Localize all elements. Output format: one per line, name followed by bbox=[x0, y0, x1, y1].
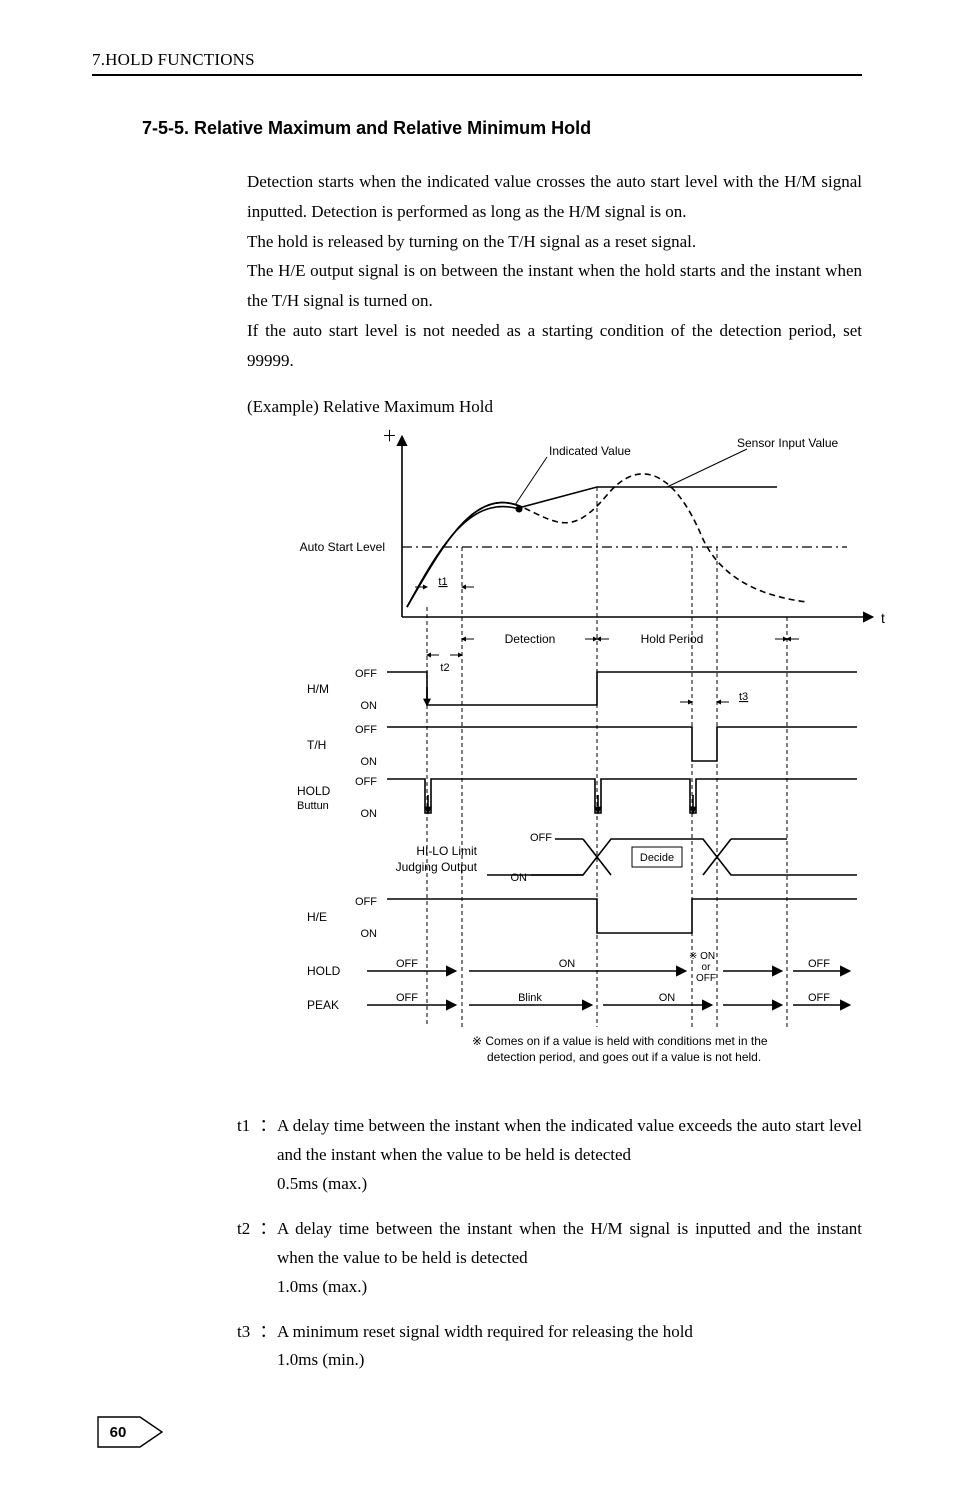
holdbtn-label-1: HOLD bbox=[297, 784, 331, 798]
diagram-footnote-2: detection period, and goes out if a valu… bbox=[487, 1050, 761, 1064]
def-text: A minimum reset signal width required fo… bbox=[277, 1318, 862, 1347]
off-label: OFF bbox=[355, 724, 377, 736]
th-label: T/H bbox=[307, 738, 326, 752]
off-label: OFF bbox=[396, 958, 418, 970]
definitions: t1 ： A delay time between the instant wh… bbox=[237, 1112, 862, 1375]
on-label: ON bbox=[361, 928, 378, 940]
on-label: ON bbox=[659, 992, 676, 1004]
off-label: OFF bbox=[355, 896, 377, 908]
def-sub: 1.0ms (max.) bbox=[277, 1273, 862, 1302]
hilo-label-1: HI-LO Limit bbox=[416, 844, 477, 858]
def-sub: 0.5ms (max.) bbox=[277, 1170, 862, 1199]
def-tag-t2: t2 bbox=[237, 1215, 259, 1244]
paragraph: The hold is released by turning on the T… bbox=[247, 227, 862, 257]
t-axis-label: t bbox=[881, 610, 885, 626]
blink-label: Blink bbox=[518, 992, 542, 1004]
section-title: 7-5-5. Relative Maximum and Relative Min… bbox=[142, 118, 862, 139]
paragraph: Detection starts when the indicated valu… bbox=[247, 167, 862, 227]
sensor-label: Sensor Input Value bbox=[737, 436, 839, 450]
hold-row-label: HOLD bbox=[307, 964, 341, 978]
colon: ： bbox=[259, 1112, 277, 1141]
colon: ： bbox=[259, 1215, 277, 1244]
on-label: ON bbox=[361, 808, 378, 820]
timing-diagram: ＋ t Auto Start Level bbox=[247, 427, 862, 1092]
body-text: Detection starts when the indicated valu… bbox=[247, 167, 862, 375]
def-tag-t1: t1 bbox=[237, 1112, 259, 1141]
on-label: ON bbox=[511, 872, 528, 884]
page-number-badge: 60 bbox=[92, 1409, 862, 1449]
running-header: 7.HOLD FUNCTIONS bbox=[92, 50, 862, 76]
def-tag-t3: t3 bbox=[237, 1318, 259, 1347]
page-number: 60 bbox=[110, 1424, 127, 1441]
off-label: OFF bbox=[808, 958, 830, 970]
detection-label: Detection bbox=[505, 632, 556, 646]
indicated-label: Indicated Value bbox=[549, 444, 631, 458]
holdbtn-label-2: Buttun bbox=[297, 800, 329, 812]
colon: ： bbox=[259, 1318, 277, 1347]
off-label: OFF bbox=[530, 832, 552, 844]
example-label: (Example) Relative Maximum Hold bbox=[247, 397, 862, 417]
t1-label: t1 bbox=[438, 576, 447, 588]
hm-label: H/M bbox=[307, 682, 329, 696]
plus-label: ＋ bbox=[382, 428, 397, 445]
t2-label: t2 bbox=[440, 662, 449, 674]
off-label: OFF bbox=[396, 992, 418, 1004]
peak-row-label: PEAK bbox=[307, 998, 339, 1012]
autostart-label: Auto Start Level bbox=[300, 540, 385, 554]
off-label: OFF bbox=[808, 992, 830, 1004]
paragraph: If the auto start level is not needed as… bbox=[247, 316, 862, 376]
diagram-footnote-1: ※ Comes on if a value is held with condi… bbox=[472, 1034, 768, 1048]
off-label: OFF bbox=[355, 668, 377, 680]
paragraph: The H/E output signal is on between the … bbox=[247, 256, 862, 316]
star-or: or bbox=[702, 962, 712, 973]
star-on: ※ ON bbox=[689, 951, 715, 962]
def-text: A delay time between the instant when th… bbox=[277, 1215, 862, 1273]
he-label: H/E bbox=[307, 910, 327, 924]
def-text: A delay time between the instant when th… bbox=[277, 1112, 862, 1170]
on-label: ON bbox=[361, 700, 378, 712]
off-label: OFF bbox=[355, 776, 377, 788]
on-label: ON bbox=[361, 756, 378, 768]
t3-label: t3 bbox=[739, 691, 748, 703]
hold-period-label: Hold Period bbox=[641, 632, 704, 646]
on-label: ON bbox=[559, 958, 576, 970]
hilo-label-2: Judging Output bbox=[396, 860, 478, 874]
star-off: OFF bbox=[696, 973, 716, 984]
decide-label: Decide bbox=[640, 852, 674, 864]
